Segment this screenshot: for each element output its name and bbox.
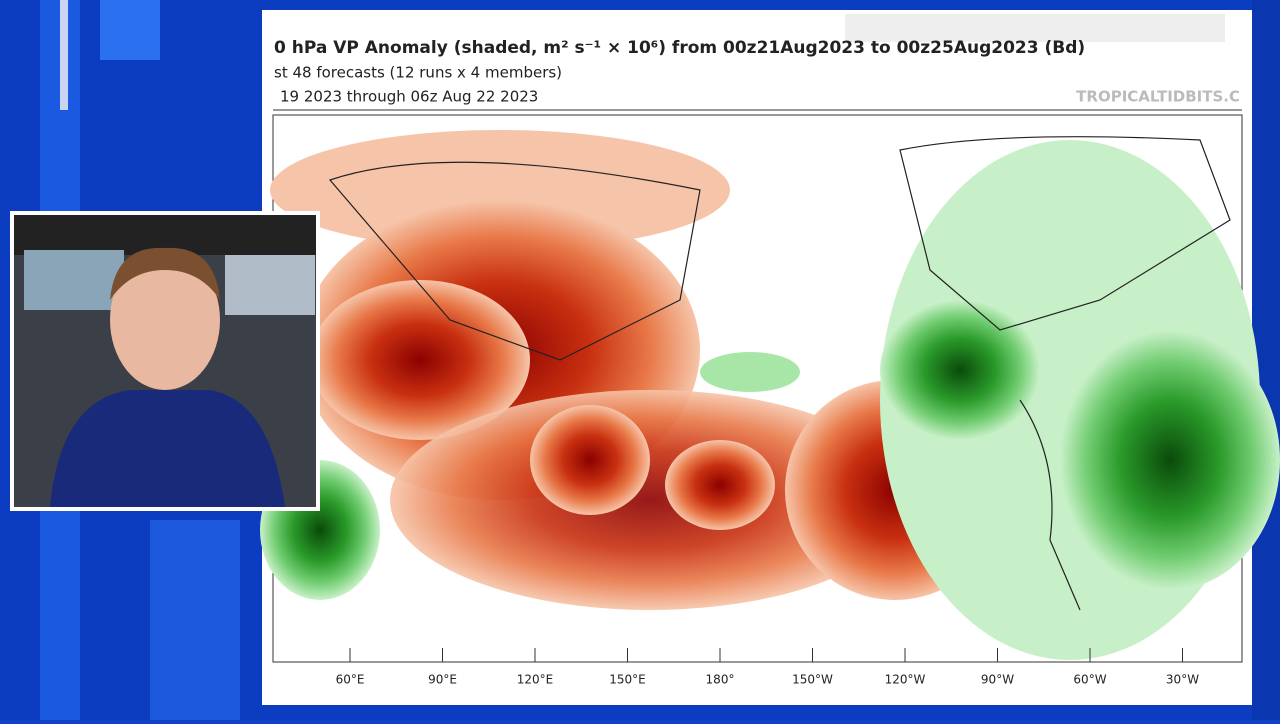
stripe [100, 0, 160, 60]
map-subtitle: st 48 forecasts (12 runs x 4 members) [274, 64, 562, 82]
lon-label: 30°W [1166, 673, 1199, 687]
lon-label: 90°E [428, 673, 457, 687]
anomaly-blob [880, 300, 1040, 440]
anomaly-blob [665, 440, 775, 530]
window [24, 250, 124, 310]
stripe [60, 0, 68, 110]
lon-label: 150°W [792, 673, 833, 687]
map-period: 19 2023 through 06z Aug 22 2023 [280, 88, 538, 106]
anomaly-blob [530, 405, 650, 515]
person-head [110, 250, 220, 390]
coastline [328, 161, 701, 361]
lon-label: 120°W [885, 673, 926, 687]
person-hair [110, 247, 220, 300]
toolbar [845, 14, 1225, 42]
lon-label: 60°W [1073, 673, 1106, 687]
lon-label: 60°E [336, 673, 365, 687]
map [260, 114, 1280, 663]
window [225, 255, 315, 315]
lon-label: 180° [706, 673, 735, 687]
stripe [150, 520, 240, 720]
webcam-inset [10, 211, 320, 511]
anomaly-blob [270, 130, 730, 250]
lon-labels: 60°E 90°E 120°E 150°E 180° 150°W 120°W 90°W 60°W… [336, 648, 1199, 687]
person-body [50, 390, 285, 507]
credit: TROPICALTIDBITS.C [1076, 88, 1240, 106]
anomaly-blob [700, 352, 800, 392]
anomaly-blob [390, 390, 910, 610]
lon-label: 150°E [609, 673, 646, 687]
map-title: 0 hPa VP Anomaly (shaded, m² s⁻¹ × 10⁶) … [274, 38, 1085, 58]
coastline [899, 136, 1231, 331]
coastline [1019, 399, 1081, 611]
lon-label: 90°W [981, 673, 1014, 687]
anomaly-blob [310, 280, 530, 440]
lon-label: 120°E [517, 673, 554, 687]
anomaly-blob [1060, 330, 1280, 590]
